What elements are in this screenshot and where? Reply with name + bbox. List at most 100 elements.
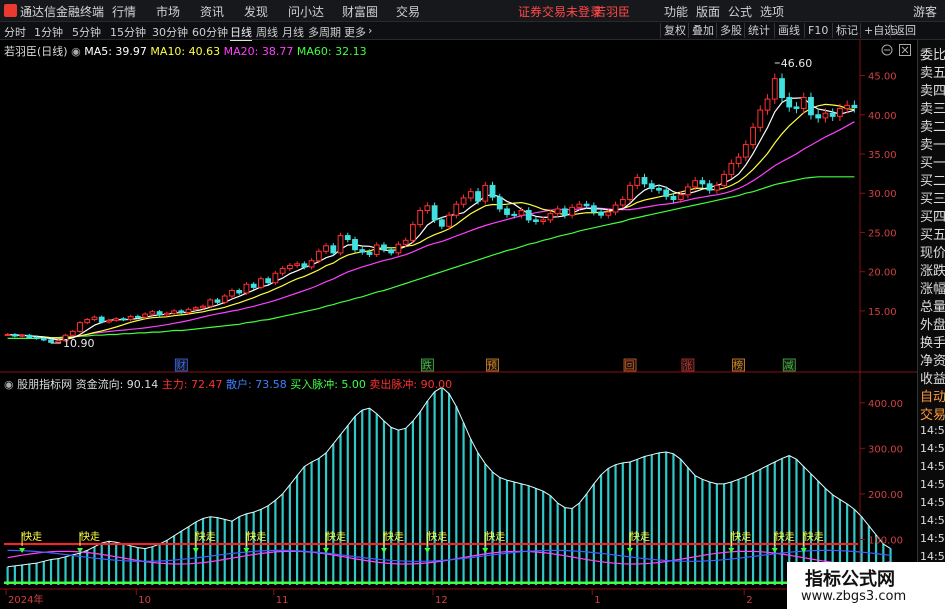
menu-function[interactable]: 功能 bbox=[664, 5, 689, 19]
time-entry: 14:56 bbox=[920, 424, 945, 437]
ma60-value: MA60: 32.13 bbox=[296, 45, 367, 58]
panel-item[interactable]: 净资 bbox=[920, 354, 945, 369]
panel-item[interactable]: 涨跌 bbox=[920, 264, 945, 279]
candle-body bbox=[525, 209, 532, 221]
tf-5min[interactable]: 5分钟 bbox=[72, 26, 101, 39]
candles[interactable] bbox=[4, 62, 858, 344]
candle-body bbox=[286, 264, 293, 270]
login-notice[interactable]: 证券交易未登录 bbox=[518, 5, 603, 19]
menu-options[interactable]: 选项 bbox=[760, 5, 785, 19]
x-tick-label: 1 bbox=[594, 595, 600, 606]
panel-item[interactable]: 买四 bbox=[920, 210, 945, 225]
panel-item[interactable]: 委比 bbox=[920, 48, 945, 63]
panel-item[interactable]: 卖一 bbox=[920, 138, 945, 153]
tf-60min[interactable]: 60分钟 bbox=[192, 26, 228, 39]
close-panel-icon[interactable] bbox=[898, 43, 912, 57]
panel-item[interactable]: 涨幅 bbox=[920, 282, 945, 297]
flow-lines: 快走 快走 快走 快走 快走 快走 快走 快走 快走 快走 快走 快走 bbox=[4, 531, 891, 584]
retail-value: 散户: 73.58 bbox=[226, 378, 287, 391]
event-markers[interactable]: 财跌预回涨榜减 bbox=[174, 358, 796, 372]
candle-body bbox=[677, 194, 684, 201]
ma20-path bbox=[7, 121, 855, 339]
menu-markets[interactable]: 市场 bbox=[156, 5, 181, 19]
candle-body bbox=[171, 310, 177, 314]
chart-area[interactable]: 15.00 20.00 25.00 30.00 35.00 40.00 45.00 财 跌 预 回… bbox=[0, 40, 917, 609]
quote-panel: 委比 卖五 卖四 卖三 卖二 卖一 买一 买二 买三 买四 买五 现价 涨跌 涨… bbox=[917, 40, 945, 609]
menu-wealth[interactable]: 财富圈 bbox=[342, 5, 379, 19]
ma-settings-icon[interactable]: ◉ bbox=[71, 45, 81, 58]
panel-item[interactable]: 买五 bbox=[920, 228, 945, 243]
candle-body bbox=[446, 214, 452, 227]
main-grid bbox=[0, 40, 917, 597]
zoom-in-icon[interactable] bbox=[880, 43, 894, 57]
candle-body bbox=[192, 307, 199, 310]
panel-item[interactable]: 收益 bbox=[920, 372, 945, 387]
candle-body bbox=[120, 318, 127, 321]
stats-button[interactable]: 统计 bbox=[744, 23, 773, 38]
menu-formula[interactable]: 公式 bbox=[728, 5, 753, 19]
candle-body bbox=[142, 313, 149, 318]
panel-item[interactable]: 外盘 bbox=[920, 318, 945, 333]
guest-user[interactable]: 游客 bbox=[912, 5, 937, 19]
menu-layout[interactable]: 版面 bbox=[696, 5, 721, 19]
ma5-path bbox=[7, 97, 855, 341]
tf-monthly[interactable]: 月线 bbox=[282, 26, 304, 39]
trade-tab[interactable]: 交易 bbox=[920, 408, 945, 423]
candle-body bbox=[200, 305, 206, 309]
candle-body bbox=[757, 109, 764, 128]
candle-body bbox=[229, 290, 235, 297]
menu-ask[interactable]: 问小达 bbox=[288, 5, 325, 19]
panel-item[interactable]: 换手 bbox=[920, 336, 945, 351]
panel-item[interactable]: 买二 bbox=[920, 174, 945, 189]
tf-weekly[interactable]: 周线 bbox=[256, 26, 278, 39]
panel-item[interactable]: 卖五 bbox=[920, 66, 945, 81]
tf-1min[interactable]: 1分钟 bbox=[34, 26, 63, 39]
chevron-right-icon[interactable]: › bbox=[368, 24, 373, 37]
down-arrow-icon bbox=[728, 548, 735, 553]
multi-stock-button[interactable]: 多股 bbox=[716, 23, 745, 38]
add-watchlist-button[interactable]: +自选 bbox=[860, 23, 898, 38]
tf-30min[interactable]: 30分钟 bbox=[152, 26, 188, 39]
candle-body bbox=[279, 268, 286, 274]
panel-item[interactable]: 卖二 bbox=[920, 120, 945, 135]
y-tick-label: 45.00 bbox=[868, 72, 897, 83]
tf-multi[interactable]: 多周期 bbox=[308, 26, 341, 39]
indicator-settings-icon[interactable]: ◉ bbox=[4, 378, 14, 391]
menu-trade[interactable]: 交易 bbox=[396, 5, 421, 19]
menu-news[interactable]: 资讯 bbox=[200, 5, 225, 19]
flow-envelope bbox=[7, 386, 891, 568]
tf-daily[interactable]: 日线 bbox=[230, 26, 252, 41]
panel-item[interactable]: 买一 bbox=[920, 156, 945, 171]
draw-button[interactable]: 画线 bbox=[774, 23, 803, 38]
tf-15min[interactable]: 15分钟 bbox=[110, 26, 146, 39]
candle-body bbox=[272, 272, 279, 284]
overlay-button[interactable]: 叠加 bbox=[688, 23, 717, 38]
event-marker-box bbox=[420, 358, 434, 372]
tf-intraday[interactable]: 分时 bbox=[4, 26, 26, 39]
panel-item[interactable]: 总量 bbox=[920, 300, 945, 315]
x-tick-label: 2 bbox=[746, 595, 752, 606]
main-force-value: 主力: 72.47 bbox=[161, 378, 223, 391]
time-entry: 14:56 bbox=[920, 514, 945, 527]
indicator-legend: ◉ 股朋指标网 资金流向: 90.14 主力: 72.47 散户: 73.58 … bbox=[4, 376, 452, 392]
candle-body bbox=[40, 337, 47, 341]
panel-item[interactable]: 买三 bbox=[920, 192, 945, 207]
tf-more[interactable]: 更多 bbox=[344, 26, 366, 39]
panel-item[interactable]: 现价 bbox=[920, 246, 945, 261]
panel-item[interactable]: 卖三 bbox=[920, 102, 945, 117]
candle-body bbox=[540, 219, 547, 222]
y-tick-label: 20.00 bbox=[868, 268, 897, 279]
menu-discover[interactable]: 发现 bbox=[244, 5, 269, 19]
candle-body bbox=[395, 243, 402, 254]
x-tick-label: 2024年 bbox=[8, 593, 43, 606]
f10-button[interactable]: F10 bbox=[804, 23, 831, 38]
stock-label: 若羽臣(日线) bbox=[4, 45, 68, 58]
back-button[interactable]: 返回 bbox=[890, 23, 919, 38]
candle-body bbox=[837, 107, 843, 117]
mark-button[interactable]: 标记 bbox=[832, 23, 861, 38]
adjust-button[interactable]: 复权 bbox=[660, 23, 689, 38]
menu-market[interactable]: 行情 bbox=[112, 5, 137, 19]
candle-body bbox=[402, 239, 409, 245]
panel-item[interactable]: 卖四 bbox=[920, 84, 945, 99]
auto-trade-tab[interactable]: 自动 bbox=[920, 390, 945, 405]
